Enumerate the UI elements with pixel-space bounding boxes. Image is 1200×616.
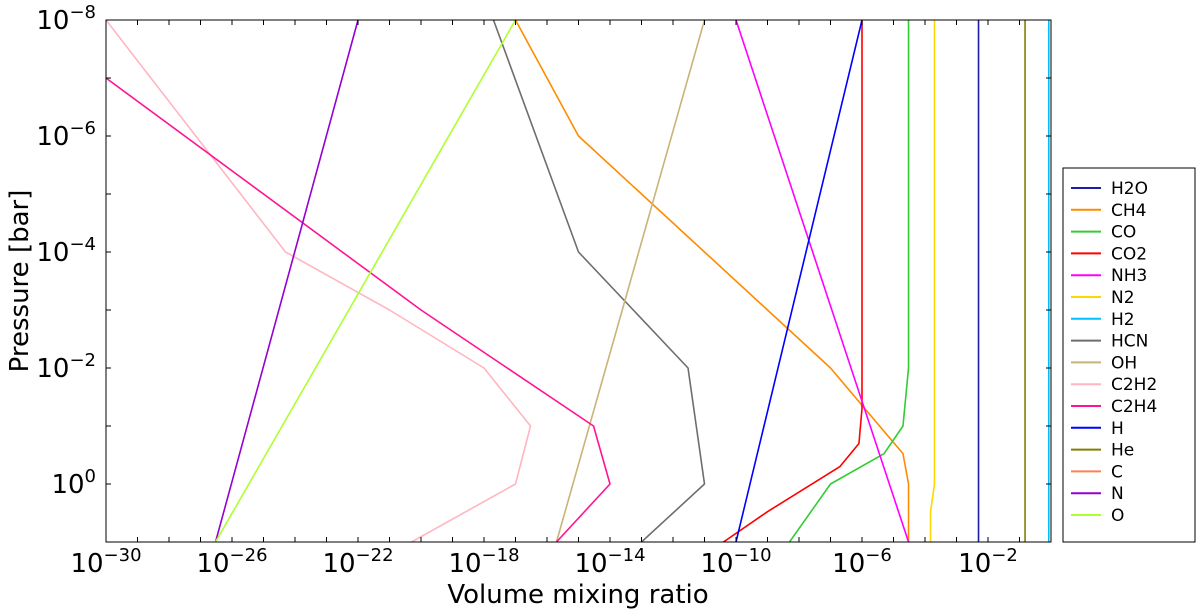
legend-item-h2o: H2O [1071,179,1148,199]
series-line-n [214,20,359,542]
legend-item-c2h2: C2H2 [1071,375,1157,395]
y-axis: 10−8 10−6 10−4 10−2 100 [36,2,1051,543]
legend-label: CH4 [1111,201,1146,221]
y-tick-label: 10−2 [36,350,96,384]
y-tick-label: 10−6 [36,118,96,152]
series-line-h [735,20,863,542]
x-tick-label: 10−6 [832,545,892,579]
legend-item-co2: CO2 [1071,244,1147,264]
x-axis-title: Volume mixing ratio [447,580,708,610]
legend-item-h2: H2 [1071,310,1135,330]
series-line-nh3 [735,20,910,542]
legend-label: C2H2 [1111,375,1157,395]
legend-label: C [1111,462,1123,482]
legend-label: HCN [1111,332,1148,352]
legend-item-he: He [1071,441,1134,461]
legend-item-o: O [1071,506,1124,526]
legend-label: OH [1111,353,1137,373]
legend-item-nh3: NH3 [1071,266,1147,286]
legend-frame [1062,167,1196,543]
legend-item-h: H [1071,419,1124,439]
y-tick-label: 10−4 [36,234,96,268]
legend-label: CO2 [1111,244,1147,264]
y-tick-label: 10−8 [36,2,96,36]
series-layer [106,20,1050,542]
x-tick-label: 10−22 [322,545,393,579]
legend-item-c: C [1071,462,1123,482]
legend-item-n2: N2 [1071,288,1135,308]
y-tick-label: 100 [51,466,96,500]
legend-label: He [1111,441,1134,461]
series-line-c2h4 [106,77,611,542]
legend-item-oh: OH [1071,353,1137,373]
series-line-ch4 [514,20,910,542]
legend-item-c2h4: C2H4 [1071,397,1157,417]
legend-label: O [1111,506,1124,526]
legend-item-co: CO [1071,223,1136,243]
series-line-n2 [929,20,936,542]
y-axis-title: Pressure [bar] [5,190,35,373]
series-line-co [788,20,910,542]
legend-item-ch4: CH4 [1071,201,1146,221]
series-line-c2h2 [106,20,532,542]
x-tick-label: 10−10 [700,545,771,579]
legend-label: H [1111,419,1124,439]
x-axis: 10−30 10−26 10−22 10−18 10−14 10−10 10−6 10−2 [70,20,1052,579]
x-tick-label: 10−18 [448,545,519,579]
x-tick-label: 10−14 [574,545,645,579]
legend-label: H2O [1111,179,1148,199]
legend-label: N2 [1111,288,1135,308]
legend-item-n: N [1071,484,1124,504]
plot-background [106,20,1051,542]
legend-label: NH3 [1111,266,1147,286]
legend-label: N [1111,484,1124,504]
series-line-co2 [723,20,863,542]
legend-label: C2H4 [1111,397,1157,417]
x-tick-label: 10−26 [196,545,267,579]
series-line-o [214,20,517,542]
series-line-hcn [492,20,706,542]
series-line-oh [555,20,706,542]
legend-label: H2 [1111,310,1135,330]
legend-item-hcn: HCN [1071,332,1148,352]
x-tick-label: 10−30 [70,545,141,579]
x-tick-label: 10−2 [958,545,1018,579]
legend-label: CO [1111,223,1136,243]
